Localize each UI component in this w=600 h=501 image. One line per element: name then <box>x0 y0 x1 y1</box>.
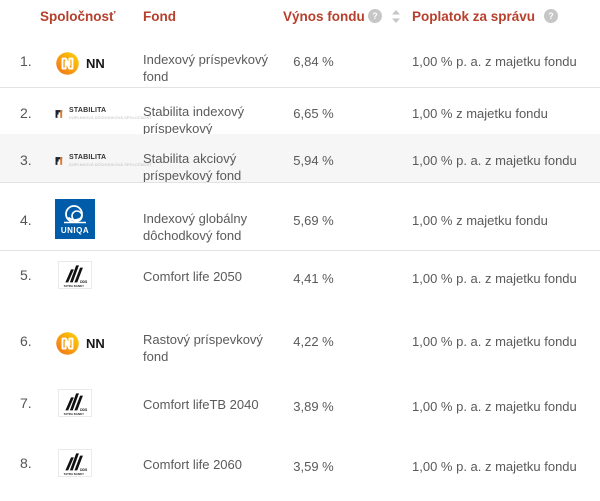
svg-text:DDS: DDS <box>80 280 88 284</box>
svg-text:DDS: DDS <box>80 468 88 472</box>
svg-text:UNIQA: UNIQA <box>61 226 89 235</box>
svg-text:TATRA BANKY: TATRA BANKY <box>64 284 84 288</box>
svg-text:TATRA BANKY: TATRA BANKY <box>64 472 84 476</box>
svg-text:DDS: DDS <box>80 408 88 412</box>
svg-text:TATRA BANKY: TATRA BANKY <box>64 412 84 416</box>
